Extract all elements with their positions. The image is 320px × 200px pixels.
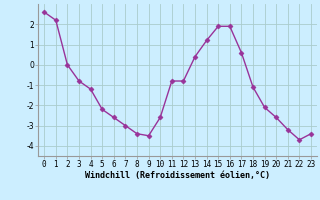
X-axis label: Windchill (Refroidissement éolien,°C): Windchill (Refroidissement éolien,°C) — [85, 171, 270, 180]
